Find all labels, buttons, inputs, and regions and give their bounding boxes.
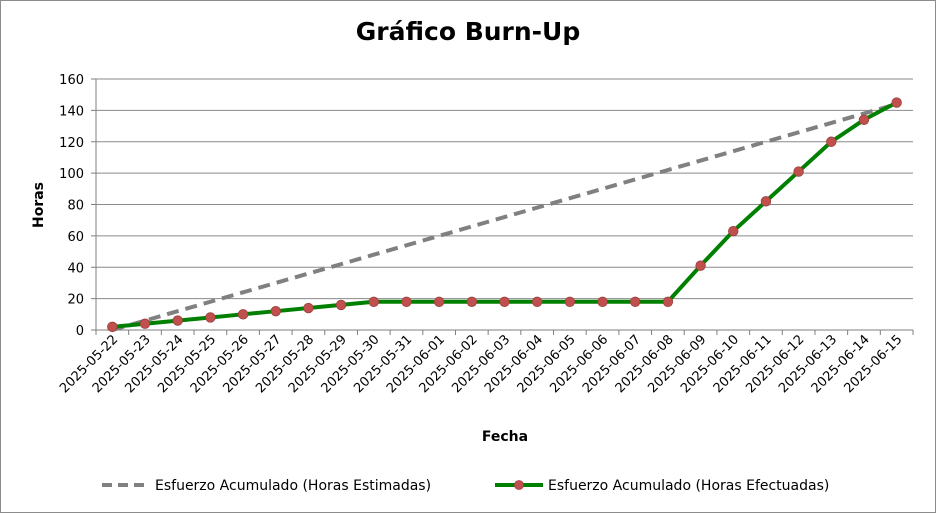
- data-point-actual: [695, 260, 706, 271]
- legend-label-actual: Esfuerzo Acumulado (Horas Efectuadas): [548, 478, 829, 494]
- data-point-actual: [368, 296, 379, 307]
- data-point-actual: [564, 296, 576, 307]
- data-point-actual: [205, 312, 216, 323]
- data-point-actual: [270, 305, 281, 317]
- grid-lines: [96, 78, 913, 300]
- y-tick-label: 160: [59, 73, 84, 88]
- data-point-actual: [401, 296, 412, 307]
- data-point-actual: [466, 296, 478, 307]
- data-point-actual: [335, 299, 347, 311]
- y-tick-label: 100: [59, 167, 84, 182]
- chart-title: Gráfico Burn-Up: [355, 17, 581, 46]
- data-point-actual: [597, 296, 608, 307]
- data-point-actual: [237, 309, 249, 320]
- data-point-actual: [630, 296, 641, 307]
- series-line-estimated: [111, 102, 898, 332]
- y-tick-label: 20: [67, 293, 84, 308]
- data-point-actual: [891, 97, 902, 108]
- data-point-actual: [107, 321, 118, 333]
- legend-label-estimated: Esfuerzo Acumulado (Horas Estimadas): [155, 478, 431, 494]
- legend-marker-actual: [514, 480, 524, 490]
- legend: Esfuerzo Acumulado (Horas Estimadas) Esf…: [102, 478, 829, 494]
- data-point-actual: [760, 196, 772, 207]
- series-lines: [111, 100, 898, 332]
- data-point-actual: [433, 296, 445, 307]
- data-point-actual: [499, 296, 510, 307]
- series-markers: [107, 97, 902, 333]
- y-tick-label: 60: [67, 230, 84, 245]
- y-tick-labels: 0 20 40 60 80 100 120 140 160: [59, 73, 84, 339]
- data-point-actual: [793, 166, 804, 177]
- axes: [91, 78, 914, 335]
- y-tick-label: 80: [67, 199, 84, 214]
- data-point-actual: [531, 296, 543, 307]
- data-point-actual: [662, 296, 674, 307]
- y-tick-label: 40: [67, 261, 84, 276]
- data-point-actual: [826, 136, 837, 147]
- y-tick-label: 120: [59, 136, 84, 151]
- data-point-actual: [139, 318, 151, 329]
- y-tick-label: 140: [59, 104, 84, 119]
- data-point-actual: [858, 114, 870, 125]
- data-point-actual: [728, 225, 739, 237]
- data-point-actual: [172, 315, 183, 326]
- data-point-actual: [303, 302, 314, 314]
- y-tick-label: 0: [76, 324, 84, 339]
- x-tick-labels: 2025-05-222025-05-232025-05-242025-05-25…: [57, 332, 905, 396]
- x-axis-title: Fecha: [482, 429, 528, 445]
- y-axis-title: Horas: [31, 182, 47, 228]
